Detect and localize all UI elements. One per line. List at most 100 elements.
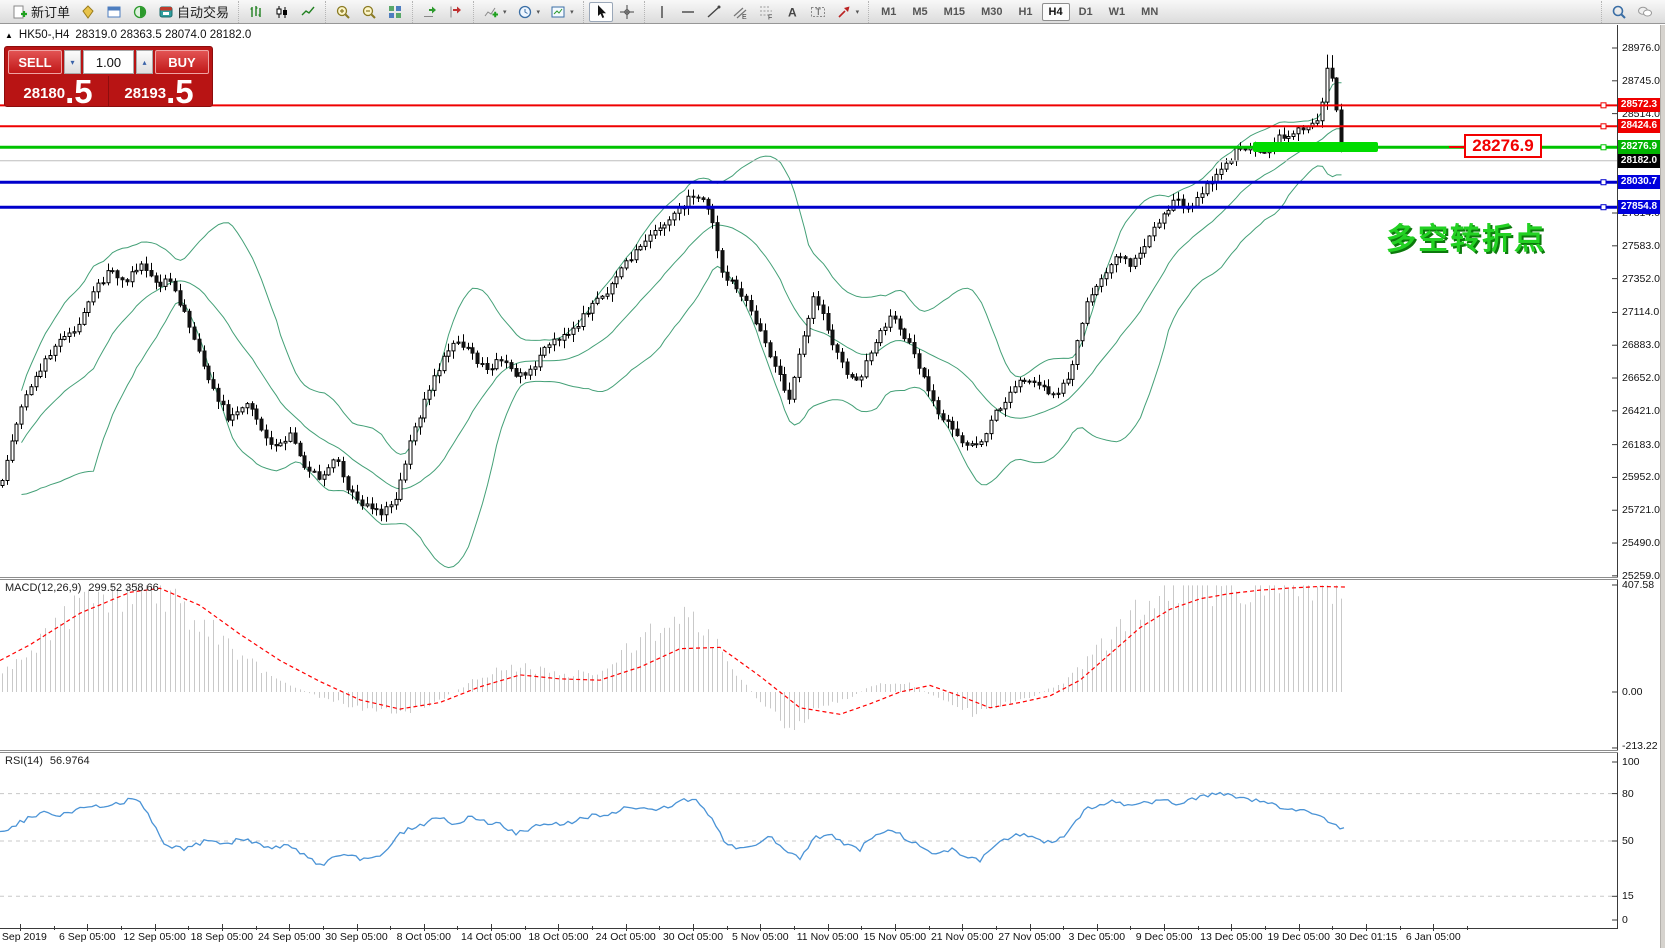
line-chart-icon — [300, 4, 316, 20]
level-end-marker — [1600, 144, 1607, 151]
new-order-icon — [12, 4, 28, 20]
sell-button[interactable]: SELL — [8, 50, 62, 74]
horizontal-line-button[interactable] — [676, 2, 700, 22]
price-axis-label: 26183.0 — [1622, 438, 1660, 451]
dropdown-caret-icon: ▾ — [855, 8, 860, 16]
timeframe-d1-button[interactable]: D1 — [1078, 5, 1093, 18]
time-axis-line — [0, 928, 1618, 929]
zoom-in-button[interactable] — [331, 2, 355, 22]
price-axis-label: 25490.0 — [1622, 537, 1660, 550]
cursor-button[interactable] — [588, 1, 613, 22]
candlestick-button[interactable] — [270, 2, 294, 22]
level-price-badge: 28424.6 — [1618, 119, 1660, 134]
zoom-out-icon — [361, 4, 377, 20]
navigator-button[interactable] — [128, 2, 152, 22]
rsi-panel-separator[interactable] — [0, 750, 1618, 753]
zoom-in-icon — [335, 4, 351, 20]
price-axis-line — [1617, 25, 1618, 929]
time-axis-label: 24 Oct 05:00 — [595, 931, 656, 943]
price-callout-label[interactable]: 28276.9 — [1464, 134, 1542, 158]
text-label-button[interactable]: T — [806, 2, 830, 22]
price-axis-label: 28745.0 — [1622, 74, 1660, 87]
bollinger-middle-band[interactable] — [21, 128, 1342, 490]
buy-price[interactable]: 28193 .5 — [108, 75, 209, 108]
fibonacci-icon: F — [758, 4, 774, 20]
timeframe-m15-button[interactable]: M15 — [943, 5, 966, 18]
chat-icon — [1637, 4, 1653, 20]
bull-candles — [0, 67, 1330, 516]
price-axis-label: 26652.0 — [1622, 372, 1660, 385]
macd-axis-label: -213.22 — [1622, 740, 1658, 752]
timeframe-h4-button[interactable]: H4 — [1041, 2, 1070, 21]
timeframe-m5-button[interactable]: M5 — [912, 5, 928, 18]
new-order-button[interactable]: 新订单 — [8, 0, 74, 23]
time-axis-label: 12 Sep 05:00 — [123, 931, 186, 943]
market-watch-button[interactable] — [76, 2, 100, 22]
line-chart-button[interactable] — [296, 2, 320, 22]
volume-decrease-button[interactable]: ▾ — [64, 50, 81, 74]
data-window-button[interactable] — [102, 2, 126, 22]
new-order-button-label: 新订单 — [31, 5, 71, 20]
buy-button[interactable]: BUY — [155, 50, 209, 74]
timeframe-m1-button[interactable]: M1 — [881, 5, 897, 18]
arrows-button[interactable]: ▾ — [832, 2, 864, 22]
chart-shift-button[interactable] — [444, 2, 468, 22]
rsi-axis-label: 100 — [1622, 756, 1640, 768]
crosshair-button[interactable] — [615, 2, 639, 22]
time-axis-label: 5 Nov 05:00 — [731, 931, 789, 943]
chat-button[interactable] — [1633, 2, 1657, 22]
timeframe-m30-button[interactable]: M30 — [981, 5, 1003, 18]
symbol-period-label: HK50-,H4 — [18, 29, 70, 41]
bollinger-lower-band[interactable] — [21, 165, 1342, 569]
time-axis-label: 14 Oct 05:00 — [461, 931, 522, 943]
periods-button[interactable]: ▾ — [513, 2, 545, 22]
hline-icon — [680, 4, 696, 20]
autotrade-button[interactable]: 自动交易 — [154, 0, 233, 23]
rsi-axis-label: 80 — [1622, 787, 1634, 800]
collapse-trade-panel-icon[interactable]: ▲ — [5, 30, 13, 40]
dropdown-caret-icon: ▾ — [570, 8, 574, 16]
zoom-out-button[interactable] — [357, 2, 381, 22]
auto-scroll-button[interactable] — [418, 2, 442, 22]
vertical-line-button[interactable] — [650, 2, 674, 22]
candlestick-icon — [274, 4, 290, 20]
svg-text:A: A — [788, 5, 797, 19]
timeframe-h1-button[interactable]: H1 — [1018, 5, 1033, 18]
text-button[interactable]: A — [780, 2, 804, 22]
equidistant-channel-button[interactable]: E — [728, 2, 752, 22]
price-axis-label: 25952.0 — [1622, 471, 1660, 484]
level-price-badge: 27854.8 — [1618, 200, 1660, 215]
macd-axis-label: 407.58 — [1622, 579, 1655, 591]
highlight-rectangle[interactable] — [1253, 142, 1378, 152]
level-price-badge: 28030.7 — [1618, 175, 1660, 190]
macd-panel-separator[interactable] — [0, 577, 1618, 580]
time-axis-label: 30 Sep 05:00 — [325, 931, 388, 943]
market-watch-icon — [80, 4, 96, 20]
timeframe-w1-button[interactable]: W1 — [1108, 5, 1126, 18]
bar-chart-button[interactable] — [244, 2, 268, 22]
volume-increase-button[interactable]: ▴ — [136, 50, 153, 74]
chart-annotation-text[interactable]: 多空转折点 — [1386, 223, 1546, 256]
volume-input[interactable]: 1.00 — [83, 50, 134, 74]
search-button[interactable] — [1607, 2, 1631, 22]
toolbar: 新订单 自动交易 ▾ ▾ ▾ E F A T ▾ M1 M5 M15 M30 H1 H4 D1 W1 MN — [0, 0, 1665, 24]
bollinger-upper-band[interactable] — [21, 82, 1342, 455]
time-axis-label: 19 Dec 05:00 — [1267, 931, 1330, 943]
templates-button[interactable]: ▾ — [546, 2, 578, 22]
crosshair-icon — [619, 4, 635, 20]
indicators-button[interactable]: ▾ — [479, 2, 511, 22]
fibonacci-button[interactable]: F — [754, 2, 778, 22]
timeframe-mn-button[interactable]: MN — [1141, 5, 1159, 18]
time-axis-label: 18 Oct 05:00 — [528, 931, 589, 943]
macd-canvas — [0, 584, 1617, 749]
trendline-icon — [706, 4, 722, 20]
tile-windows-button[interactable] — [383, 2, 407, 22]
time-axis-label: 21 Nov 05:00 — [930, 931, 994, 943]
rsi-indicator-label: RSI(14) 56.9764 — [5, 755, 90, 767]
trendline-button[interactable] — [702, 2, 726, 22]
volume-increase-icon: ▴ — [142, 57, 147, 67]
price-axis-label: 27583.0 — [1622, 239, 1660, 252]
sell-price[interactable]: 28180 .5 — [23, 73, 93, 110]
cursor-icon — [593, 4, 609, 20]
